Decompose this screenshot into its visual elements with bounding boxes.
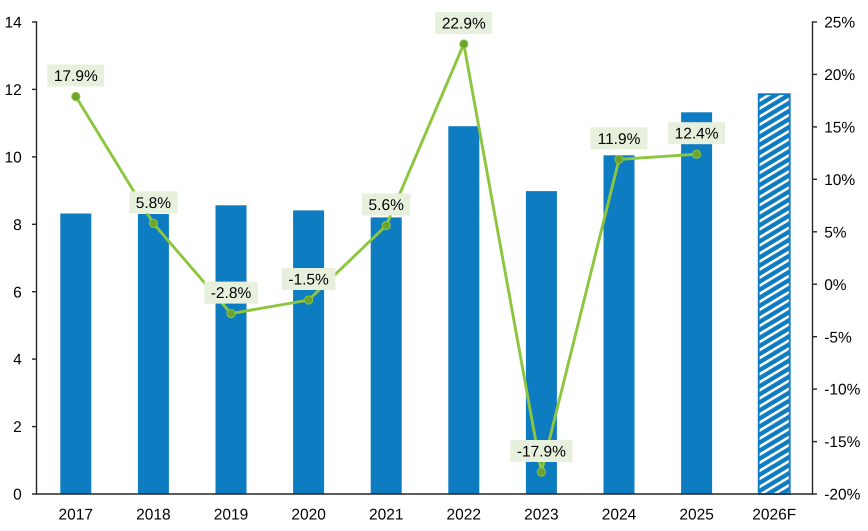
svg-text:10: 10 xyxy=(5,150,23,167)
svg-text:2023: 2023 xyxy=(524,507,558,524)
svg-text:8: 8 xyxy=(13,217,22,234)
svg-text:15%: 15% xyxy=(824,120,855,137)
svg-text:2022: 2022 xyxy=(447,507,481,524)
svg-text:2019: 2019 xyxy=(214,507,248,524)
svg-text:2020: 2020 xyxy=(291,507,326,524)
svg-text:12: 12 xyxy=(5,82,22,99)
svg-text:5.8%: 5.8% xyxy=(136,195,172,212)
svg-text:0: 0 xyxy=(13,487,22,504)
svg-text:25%: 25% xyxy=(824,15,855,32)
svg-text:5.6%: 5.6% xyxy=(369,197,405,214)
svg-text:-2.8%: -2.8% xyxy=(211,285,252,302)
svg-text:22.9%: 22.9% xyxy=(442,15,486,32)
svg-text:2: 2 xyxy=(13,419,22,436)
svg-text:-20%: -20% xyxy=(824,487,860,504)
svg-text:2025: 2025 xyxy=(679,507,713,524)
svg-text:-10%: -10% xyxy=(824,382,860,399)
svg-text:12.4%: 12.4% xyxy=(675,126,719,143)
svg-text:2026F: 2026F xyxy=(752,507,796,524)
svg-text:6: 6 xyxy=(13,284,22,301)
svg-text:11.9%: 11.9% xyxy=(598,131,641,148)
svg-text:2017: 2017 xyxy=(59,507,93,524)
svg-text:17.9%: 17.9% xyxy=(54,68,98,85)
svg-text:10%: 10% xyxy=(824,172,855,189)
svg-text:-5%: -5% xyxy=(824,329,852,346)
svg-text:-17.9%: -17.9% xyxy=(517,443,566,460)
svg-text:-1.5%: -1.5% xyxy=(288,271,329,288)
svg-text:2018: 2018 xyxy=(136,507,170,524)
svg-text:2021: 2021 xyxy=(369,507,403,524)
svg-text:4: 4 xyxy=(13,352,22,369)
svg-text:20%: 20% xyxy=(824,67,855,84)
svg-text:2024: 2024 xyxy=(602,507,637,524)
svg-text:5%: 5% xyxy=(824,224,847,241)
svg-text:14: 14 xyxy=(5,15,23,32)
svg-text:-15%: -15% xyxy=(824,434,860,451)
svg-text:0%: 0% xyxy=(824,277,847,294)
